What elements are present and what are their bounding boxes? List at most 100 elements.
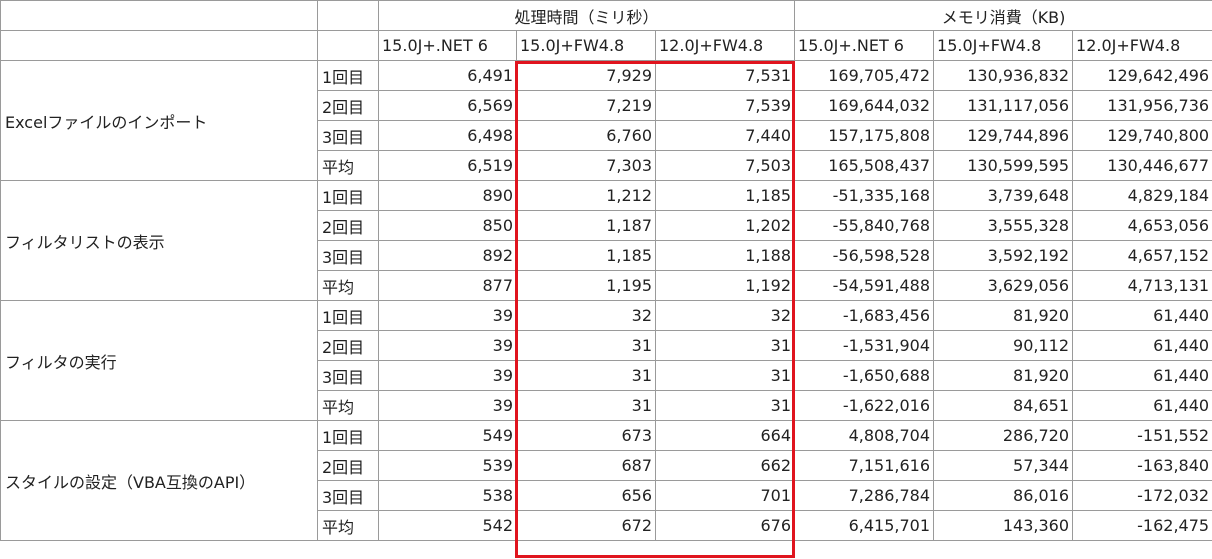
value-cell: 7,531 [654,60,796,91]
value-cell: 1,212 [516,180,656,211]
table-row: 3回目 892 1,185 1,188 -56,598,528 3,592,192 4,65… [1,240,1212,271]
value-cell: 131,117,056 [933,90,1074,121]
row-label: 2回目 [317,90,379,121]
value-cell: 1,185 [654,180,796,211]
value-cell: 3,739,648 [933,180,1074,211]
row-label: 3回目 [317,120,379,151]
group-name: フィルタリストの表示 [0,180,318,301]
value-cell: 61,440 [1072,330,1212,361]
value-cell: 32 [654,300,796,331]
value-cell: 890 [378,180,517,211]
value-cell: 542 [378,510,517,541]
value-cell: 664 [654,420,796,451]
value-cell: 129,740,800 [1072,120,1212,151]
value-cell: 687 [516,450,656,481]
row-label: 1回目 [317,420,379,451]
value-cell: 81,920 [933,360,1074,391]
table-row: 処理時間（ミリ秒） メモリ消費（KB) [0,0,1212,31]
empty-cell [317,30,379,61]
row-label: 1回目 [317,60,379,91]
value-cell: 131,956,736 [1072,90,1212,121]
value-cell: 1,202 [654,210,796,241]
column-header: 15.0J+.NET 6 [794,30,935,61]
table-row: スタイルの設定（VBA互換のAPI） 1回目 549 673 664 4,808,704 2… [0,420,1212,541]
value-cell: 84,651 [933,390,1074,421]
column-header: 15.0J+.NET 6 [378,30,517,61]
value-cell: -172,032 [1072,480,1212,511]
value-cell: 39 [378,300,517,331]
column-header: 15.0J+FW4.8 [933,30,1074,61]
group-header: メモリ消費（KB) [794,0,1212,31]
value-cell: 4,713,131 [1072,270,1212,301]
value-cell: 7,303 [516,150,656,181]
value-cell: 39 [378,330,517,361]
value-cell: 4,808,704 [794,420,935,451]
value-cell: 4,657,152 [1072,240,1212,271]
value-cell: 7,929 [516,60,656,91]
value-cell: -56,598,528 [794,240,935,271]
value-cell: 6,760 [516,120,656,151]
empty-cell [317,0,379,31]
value-cell: 6,569 [378,90,517,121]
column-header: 12.0J+FW4.8 [1072,30,1212,61]
value-cell: 61,440 [1072,300,1212,331]
value-cell: 1,192 [654,270,796,301]
table-row: 2回目 850 1,187 1,202 -55,840,768 3,555,328 4,65… [1,210,1212,241]
table-row: 2回目 6,569 7,219 7,539 169,644,032 131,117,056… [1,90,1212,121]
table-row: 15.0J+.NET 6 15.0J+FW4.8 12.0J+FW4.8 15.0J+… [0,30,1212,61]
value-cell: 6,519 [378,150,517,181]
value-cell: 31 [516,360,656,391]
value-cell: -1,531,904 [794,330,935,361]
value-cell: 32 [516,300,656,331]
value-cell: 130,936,832 [933,60,1074,91]
row-label: 2回目 [317,330,379,361]
table-row: 平均 39 31 31 -1,622,016 84,651 61,440 [1,390,1212,421]
table-row: 3回目 6,498 6,760 7,440 157,175,808 129,744,896… [1,120,1212,151]
row-label: 平均 [317,270,379,301]
value-cell: 31 [654,390,796,421]
value-cell: 286,720 [933,420,1074,451]
row-label: 3回目 [317,240,379,271]
table-row: 平均 542 672 676 6,415,701 143,360 -162,475 [1,510,1212,541]
group-name: フィルタの実行 [0,300,318,421]
value-cell: 129,642,496 [1072,60,1212,91]
value-cell: 31 [516,390,656,421]
table-row: 2回目 539 687 662 7,151,616 57,344 -163,840 [1,450,1212,481]
value-cell: 6,498 [378,120,517,151]
value-cell: 7,286,784 [794,480,935,511]
value-cell: 6,491 [378,60,517,91]
value-cell: 3,629,056 [933,270,1074,301]
row-label: 2回目 [317,210,379,241]
value-cell: -55,840,768 [794,210,935,241]
value-cell: 1,187 [516,210,656,241]
empty-cell [0,30,318,61]
value-cell: 90,112 [933,330,1074,361]
row-label: 平均 [317,390,379,421]
value-cell: 877 [378,270,517,301]
row-label: 3回目 [317,360,379,391]
value-cell: 662 [654,450,796,481]
value-cell: 3,555,328 [933,210,1074,241]
value-cell: 31 [654,360,796,391]
value-cell: 7,440 [654,120,796,151]
value-cell: 4,653,056 [1072,210,1212,241]
row-label: 2回目 [317,450,379,481]
value-cell: 157,175,808 [794,120,935,151]
value-cell: 31 [654,330,796,361]
value-cell: 39 [378,390,517,421]
value-cell: 3,592,192 [933,240,1074,271]
value-cell: 169,644,032 [794,90,935,121]
value-cell: 7,219 [516,90,656,121]
row-label: 平均 [317,510,379,541]
value-cell: 549 [378,420,517,451]
value-cell: 7,151,616 [794,450,935,481]
column-header: 15.0J+FW4.8 [516,30,656,61]
value-cell: -151,552 [1072,420,1212,451]
value-cell: -1,683,456 [794,300,935,331]
value-cell: 39 [378,360,517,391]
table-row: 2回目 39 31 31 -1,531,904 90,112 61,440 [1,330,1212,361]
empty-cell [0,0,318,31]
value-cell: 892 [378,240,517,271]
value-cell: -1,622,016 [794,390,935,421]
